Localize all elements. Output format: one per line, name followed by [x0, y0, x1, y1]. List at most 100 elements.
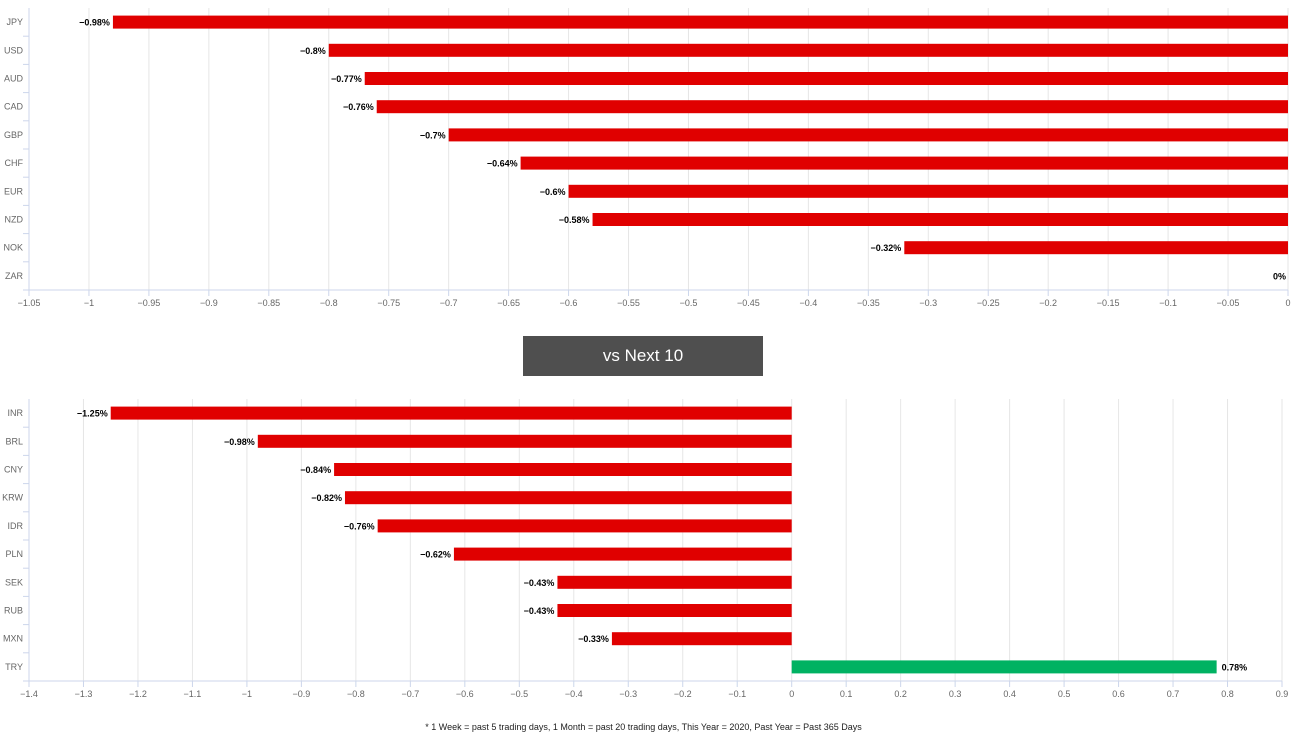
category-label: TRY	[5, 662, 23, 672]
x-tick-label: −1.05	[18, 298, 41, 308]
category-label: USD	[4, 45, 24, 55]
x-tick-label: 0.5	[1058, 689, 1071, 699]
bar-brl[interactable]	[257, 434, 792, 448]
x-tick-label: −0.35	[857, 298, 880, 308]
x-tick-label: −0.2	[674, 689, 692, 699]
category-label: CNY	[4, 465, 23, 475]
x-tick-label: 0.2	[894, 689, 907, 699]
footnote: * 1 Week = past 5 trading days, 1 Month …	[425, 722, 862, 732]
category-label: NZD	[5, 215, 24, 225]
bar-nzd[interactable]	[592, 213, 1288, 226]
x-tick-label: −0.95	[138, 298, 161, 308]
bar-jpy[interactable]	[112, 15, 1288, 29]
category-label: ZAR	[5, 271, 24, 281]
data-label: −0.62%	[420, 550, 451, 560]
x-tick-label: −0.55	[617, 298, 640, 308]
x-tick-label: 0	[789, 689, 794, 699]
x-tick-label: −0.9	[200, 298, 218, 308]
category-label: CHF	[5, 158, 24, 168]
vs-next-10-button[interactable]: vs Next 10	[523, 336, 763, 376]
bar-pln[interactable]	[453, 547, 792, 561]
bar-idr[interactable]	[377, 519, 792, 533]
x-tick-label: −0.3	[619, 689, 637, 699]
category-label: PLN	[5, 549, 23, 559]
data-label: −0.33%	[578, 634, 609, 644]
x-tick-label: 0.7	[1167, 689, 1180, 699]
data-label: −0.84%	[300, 465, 331, 475]
data-label: −0.8%	[300, 46, 326, 56]
x-tick-label: 0.1	[840, 689, 853, 699]
x-tick-label: −0.9	[293, 689, 311, 699]
x-tick-label: −0.25	[977, 298, 1000, 308]
data-label: −0.43%	[524, 606, 555, 616]
bar-cny[interactable]	[334, 463, 792, 476]
bar-inr[interactable]	[110, 406, 792, 420]
x-tick-label: −0.05	[1217, 298, 1240, 308]
category-label: SEK	[5, 577, 23, 587]
bar-try[interactable]	[791, 660, 1217, 674]
category-label: BRL	[5, 436, 23, 446]
x-tick-label: −0.1	[1159, 298, 1177, 308]
data-label: 0.78%	[1222, 662, 1248, 672]
bar-gbp[interactable]	[448, 128, 1289, 142]
bar-rub[interactable]	[557, 604, 792, 617]
bar-nok[interactable]	[904, 241, 1288, 255]
bar-eur[interactable]	[568, 184, 1288, 198]
data-label: −0.82%	[311, 493, 342, 503]
x-tick-label: −1	[84, 298, 94, 308]
data-label: −0.7%	[420, 130, 446, 140]
category-label: GBP	[4, 130, 23, 140]
x-tick-label: −0.4	[565, 689, 583, 699]
data-label: −0.32%	[871, 243, 902, 253]
x-tick-label: −0.4	[799, 298, 817, 308]
category-label: CAD	[4, 102, 24, 112]
x-tick-label: 0.8	[1221, 689, 1234, 699]
data-label: −0.6%	[540, 187, 566, 197]
category-label: RUB	[4, 606, 23, 616]
bar-sek[interactable]	[557, 575, 792, 589]
x-tick-label: −0.6	[560, 298, 578, 308]
x-tick-label: 0.6	[1112, 689, 1125, 699]
category-label: IDR	[8, 521, 24, 531]
bar-aud[interactable]	[364, 72, 1288, 85]
x-tick-label: −0.45	[737, 298, 760, 308]
x-tick-label: −0.8	[320, 298, 338, 308]
data-label: −0.98%	[224, 437, 255, 447]
bottom-currency-bar-chart: −1.4 −1.3 −1.2 −1.1 −1 −0.9 −0.8 −0.7 −0.6 −0.5 −0…	[2, 399, 1289, 699]
x-tick-label: −1	[242, 689, 252, 699]
x-tick-label: 0	[1285, 298, 1290, 308]
data-label: −0.98%	[79, 18, 110, 28]
bar-krw[interactable]	[344, 491, 792, 505]
bar-chf[interactable]	[520, 156, 1288, 170]
x-tick-label: −0.75	[377, 298, 400, 308]
data-label: 0%	[1273, 271, 1286, 281]
data-label: −0.76%	[344, 521, 375, 531]
category-label: KRW	[2, 493, 23, 503]
data-label: −0.58%	[559, 215, 590, 225]
x-tick-label: −1.3	[75, 689, 93, 699]
data-label: −0.64%	[487, 159, 518, 169]
category-label: NOK	[3, 243, 23, 253]
data-label: −0.77%	[331, 74, 362, 84]
x-tick-label: 0.9	[1276, 689, 1289, 699]
bar-usd[interactable]	[328, 43, 1288, 57]
x-tick-label: −0.85	[257, 298, 280, 308]
x-tick-label: −0.2	[1039, 298, 1057, 308]
category-label: MXN	[3, 634, 23, 644]
category-label: AUD	[4, 74, 24, 84]
category-label: INR	[8, 408, 24, 418]
data-label: −0.43%	[524, 578, 555, 588]
x-tick-label: −0.1	[728, 689, 746, 699]
x-tick-label: 0.4	[1003, 689, 1016, 699]
x-tick-label: −0.7	[440, 298, 458, 308]
x-tick-label: −1.4	[20, 689, 38, 699]
data-label: −0.76%	[343, 102, 374, 112]
x-tick-label: −0.7	[401, 689, 419, 699]
x-tick-label: −0.65	[497, 298, 520, 308]
x-tick-label: −0.5	[680, 298, 698, 308]
x-tick-label: −0.5	[510, 689, 528, 699]
bar-cad[interactable]	[376, 100, 1288, 114]
data-label: −1.25%	[77, 409, 108, 419]
bar-mxn[interactable]	[611, 632, 792, 646]
x-tick-label: −0.3	[919, 298, 937, 308]
